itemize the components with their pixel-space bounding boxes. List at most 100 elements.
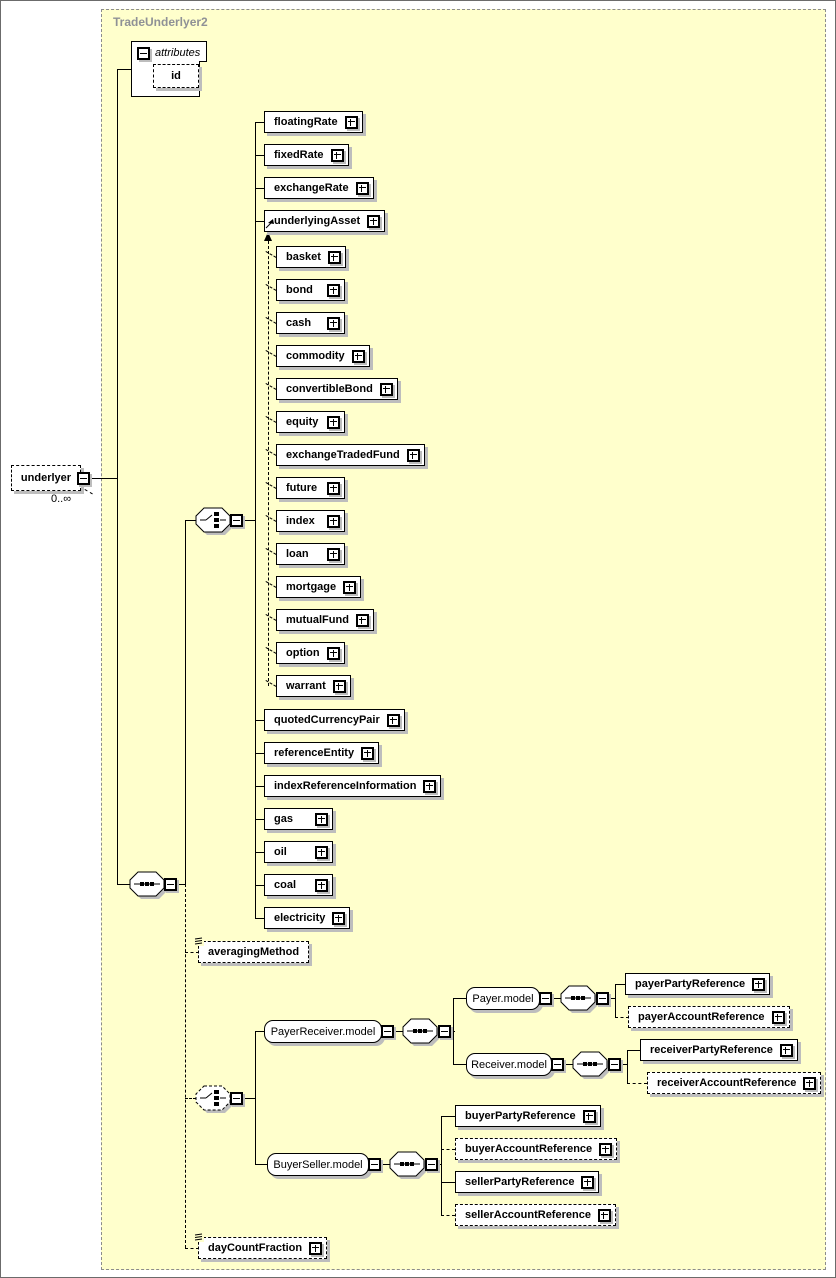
element-fixedRate[interactable]: fixedRate (264, 144, 349, 166)
element-floatingRate[interactable]: floatingRate (264, 111, 363, 133)
element-mortgage[interactable]: mortgage (276, 576, 362, 598)
element-receiverAccountReference[interactable]: receiverAccountReference (647, 1072, 822, 1094)
expand-icon[interactable] (752, 977, 766, 991)
element-future[interactable]: future (276, 477, 345, 499)
expand-icon[interactable] (361, 746, 375, 760)
expand-icon[interactable] (315, 845, 328, 859)
element-commodity[interactable]: commodity (276, 345, 370, 367)
collapse-icon[interactable] (425, 1158, 438, 1171)
collapse-icon[interactable] (438, 1025, 451, 1038)
collapse-icon[interactable] (164, 878, 177, 891)
element-buyerPartyReference[interactable]: buyerPartyReference (455, 1105, 601, 1127)
expand-icon[interactable] (423, 779, 437, 793)
expand-icon[interactable] (344, 115, 358, 129)
element-receiverPartyReference[interactable]: receiverPartyReference (640, 1039, 798, 1061)
collapse-icon[interactable] (77, 472, 90, 485)
occurrence-label: 0..∞ (51, 493, 72, 505)
expand-icon[interactable] (327, 250, 341, 264)
element-referenceEntity[interactable]: referenceEntity (264, 742, 380, 764)
expand-icon[interactable] (343, 580, 357, 594)
expand-icon[interactable] (355, 181, 369, 195)
expand-icon[interactable] (327, 547, 340, 561)
element-exchangeTradedFund[interactable]: exchangeTradedFund (276, 444, 425, 466)
choice-icon[interactable] (195, 507, 234, 536)
element-coal[interactable]: coal (264, 874, 333, 896)
element-quotedCurrencyPair[interactable]: quotedCurrencyPair (264, 709, 405, 731)
expand-icon[interactable] (779, 1043, 793, 1057)
element-electricity[interactable]: electricity (264, 907, 351, 929)
element-payerPartyReference[interactable]: payerPartyReference (625, 973, 771, 995)
expand-icon[interactable] (355, 613, 369, 627)
attribute-id[interactable]: id (153, 64, 199, 88)
element-bond[interactable]: bond (276, 279, 345, 301)
element-dayCountFraction[interactable]: dayCountFraction (198, 1237, 328, 1259)
expand-icon[interactable] (581, 1175, 595, 1189)
connector-line-optional (185, 1098, 196, 1099)
expand-icon[interactable] (803, 1076, 817, 1090)
element-equity[interactable]: equity (276, 411, 345, 433)
expand-icon[interactable] (327, 514, 340, 528)
expand-icon[interactable] (327, 316, 340, 330)
model-group-payerReceiver[interactable]: PayerReceiver.model (264, 1020, 382, 1043)
element-buyerAccountReference[interactable]: buyerAccountReference (455, 1138, 618, 1160)
element-oil[interactable]: oil (264, 841, 333, 863)
model-group-receiver[interactable]: Receiver.model (466, 1053, 552, 1076)
sequence-icon[interactable] (402, 1018, 441, 1047)
expand-icon[interactable] (327, 283, 340, 297)
expand-icon[interactable] (315, 878, 328, 892)
element-gas[interactable]: gas (264, 808, 333, 830)
collapse-icon[interactable] (608, 1058, 621, 1071)
element-payerAccountReference[interactable]: payerAccountReference (628, 1006, 790, 1028)
expand-icon[interactable] (386, 713, 400, 727)
element-underlyingAsset[interactable]: underlyingAsset (264, 210, 386, 232)
expand-icon[interactable] (406, 448, 420, 462)
expand-icon[interactable] (597, 1208, 611, 1222)
expand-icon[interactable] (327, 646, 340, 660)
collapse-icon[interactable] (381, 1025, 394, 1038)
element-basket[interactable]: basket (276, 246, 346, 268)
expand-icon[interactable] (327, 415, 340, 429)
connector-line (627, 1050, 640, 1051)
sequence-icon[interactable] (129, 871, 168, 900)
expand-icon[interactable] (582, 1109, 596, 1123)
connector-line (255, 753, 265, 754)
expand-icon[interactable] (771, 1010, 785, 1024)
element-exchangeRate[interactable]: exchangeRate (264, 177, 374, 199)
element-sellerPartyReference[interactable]: sellerPartyReference (455, 1171, 600, 1193)
expand-icon[interactable] (351, 349, 365, 363)
collapse-icon[interactable] (137, 47, 150, 60)
element-underlyer[interactable]: underlyer (11, 465, 81, 491)
element-loan[interactable]: loan (276, 543, 345, 565)
element-indexReferenceInformation[interactable]: indexReferenceInformation (264, 775, 442, 797)
sequence-icon[interactable] (389, 1151, 428, 1180)
collapse-icon[interactable] (368, 1158, 381, 1171)
element-option[interactable]: option (276, 642, 345, 664)
expand-icon[interactable] (327, 481, 340, 495)
element-warrant[interactable]: warrant (276, 675, 351, 697)
element-mutualFund[interactable]: mutualFund (276, 609, 374, 631)
collapse-icon[interactable] (539, 992, 552, 1005)
expand-icon[interactable] (367, 214, 381, 228)
sequence-icon[interactable] (572, 1051, 611, 1080)
model-group-buyerSeller[interactable]: BuyerSeller.model (267, 1153, 369, 1176)
element-cash[interactable]: cash (276, 312, 345, 334)
collapse-icon[interactable] (596, 992, 609, 1005)
element-averagingMethod[interactable]: averagingMethod (198, 941, 310, 963)
collapse-icon[interactable] (230, 1092, 243, 1105)
expand-icon[interactable] (379, 382, 393, 396)
choice-icon-optional[interactable] (195, 1085, 234, 1114)
expand-icon[interactable] (330, 148, 344, 162)
collapse-icon[interactable] (230, 514, 243, 527)
sequence-icon[interactable] (560, 985, 599, 1014)
element-index[interactable]: index (276, 510, 345, 532)
connector-line (255, 1164, 268, 1165)
element-convertibleBond[interactable]: convertibleBond (276, 378, 398, 400)
expand-icon[interactable] (599, 1142, 613, 1156)
collapse-icon[interactable] (551, 1058, 564, 1071)
expand-icon[interactable] (332, 911, 346, 925)
expand-icon[interactable] (332, 679, 346, 693)
expand-icon[interactable] (309, 1241, 323, 1255)
model-group-payer[interactable]: Payer.model (466, 987, 540, 1010)
expand-icon[interactable] (315, 812, 328, 826)
element-sellerAccountReference[interactable]: sellerAccountReference (455, 1204, 616, 1226)
